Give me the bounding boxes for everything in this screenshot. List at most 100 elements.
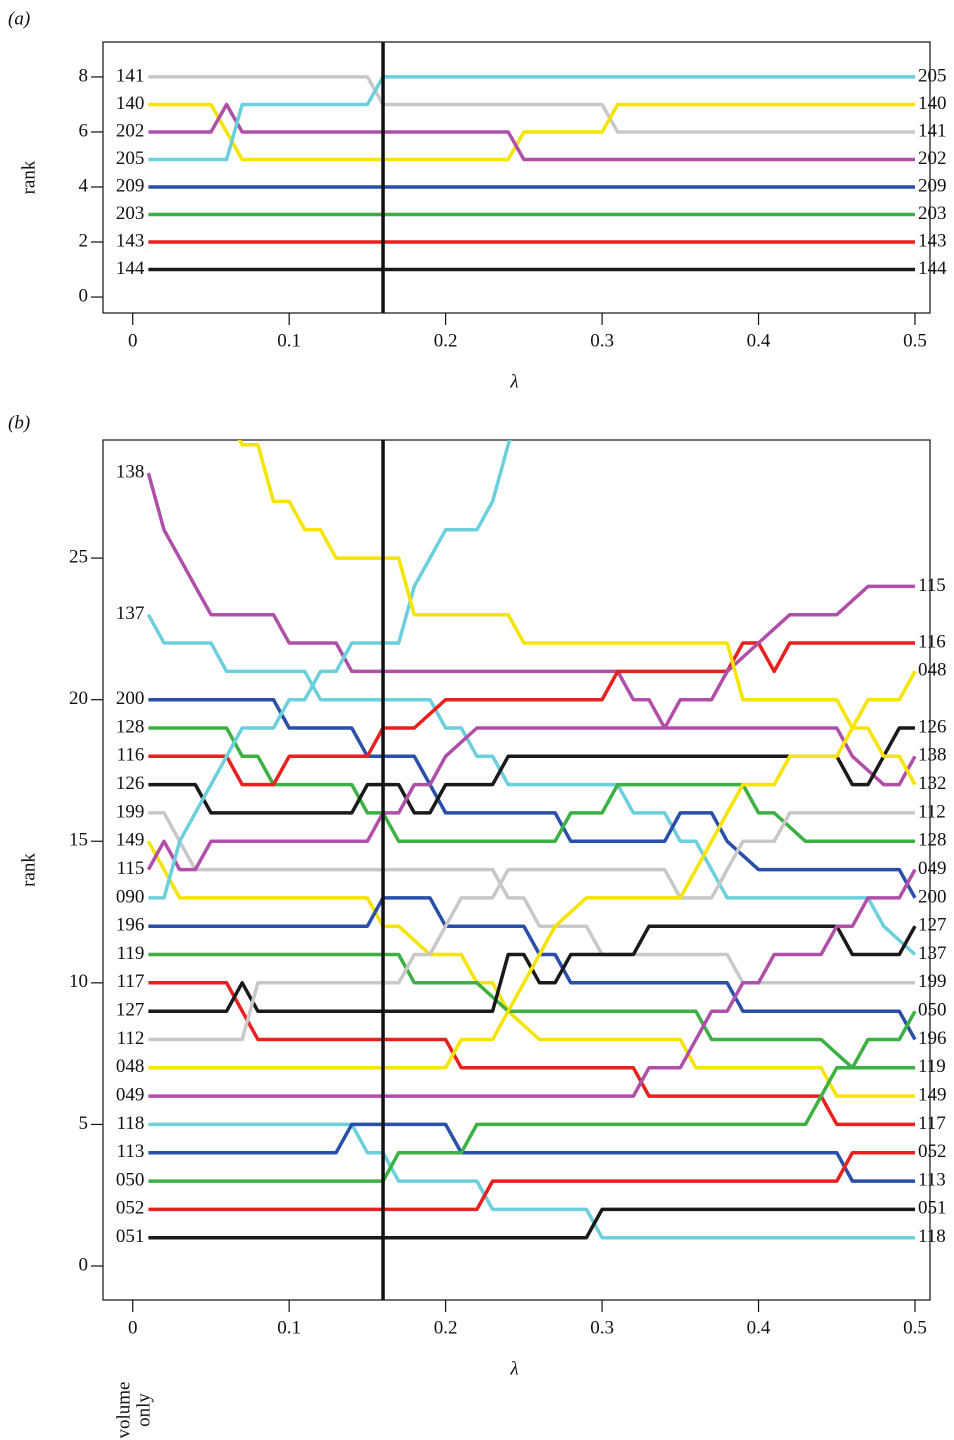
series-label-left: 143: [116, 230, 145, 251]
y-tick-label: 10: [69, 971, 88, 992]
series-label-right: 140: [918, 93, 947, 114]
y-tick-label: 0: [79, 285, 89, 306]
x-tick-label: 0.5: [903, 1317, 927, 1338]
x-axis-label: λ: [509, 1358, 518, 1379]
series-label-left: 050: [116, 1169, 145, 1190]
series-label-right: 052: [918, 1141, 947, 1162]
x-tick-label: 0: [128, 330, 138, 351]
series-label-left: 196: [116, 915, 145, 936]
x-tick-label: 0.1: [277, 1317, 301, 1338]
series-label-left: 115: [117, 858, 145, 879]
series-label-left: 113: [117, 1141, 145, 1162]
series-label-left: 119: [117, 943, 145, 964]
series-label-left: 049: [116, 1084, 145, 1105]
series-label-left: 205: [116, 148, 145, 169]
x-tick-label: 0.2: [434, 1317, 458, 1338]
series-label-left: 137: [116, 603, 145, 624]
series-label-right: 127: [918, 915, 947, 936]
x-tick-label: 0.5: [903, 330, 927, 351]
series-label-left: 118: [117, 1113, 145, 1134]
series-label-right: 048: [918, 660, 947, 681]
series-label-left: 116: [117, 745, 145, 766]
series-label-left: 126: [116, 773, 145, 794]
series-label-right: 203: [918, 203, 947, 224]
x-tick-label: 0.2: [434, 330, 458, 351]
series-label-left: 117: [117, 971, 145, 992]
series-label-right: 116: [918, 631, 946, 652]
series-line: [148, 1207, 915, 1240]
x-tick-label: 0.4: [747, 1317, 771, 1338]
series-label-right: 128: [918, 830, 947, 851]
series-label-right: 112: [918, 801, 946, 822]
y-tick-label: 6: [79, 120, 89, 141]
series-label-left: 141: [116, 65, 145, 86]
series-label-right: 144: [918, 258, 947, 279]
series-label-right: 143: [918, 230, 947, 251]
x-tick-label: 0.3: [590, 1317, 614, 1338]
series-label-right: 119: [918, 1056, 946, 1077]
x-axis-label: λ: [509, 371, 518, 392]
series-label-right: 200: [918, 886, 947, 907]
y-axis-label: rank: [18, 853, 39, 887]
series-label-right: 199: [918, 971, 947, 992]
series-line: [148, 641, 915, 787]
annotation: volume: [113, 1382, 134, 1439]
series-line: [148, 75, 915, 162]
panel-label: (a): [8, 8, 30, 29]
series-label-right: 126: [918, 716, 947, 737]
series-label-left: 051: [116, 1226, 145, 1247]
y-tick-label: 4: [79, 175, 89, 196]
series-line: [148, 1010, 917, 1183]
series-line: [148, 440, 512, 900]
series-label-left: 048: [116, 1056, 145, 1077]
series-line: [148, 981, 915, 1127]
series-label-left: 128: [116, 716, 145, 737]
series-line: [148, 726, 915, 844]
y-tick-label: 2: [79, 230, 89, 251]
series-label-right: 049: [918, 858, 947, 879]
series-label-right: 149: [918, 1084, 947, 1105]
series-label-left: 052: [116, 1198, 145, 1219]
series-label-left: 090: [116, 886, 145, 907]
plot-frame: [102, 439, 931, 1301]
series-line: [148, 868, 917, 1098]
series-line: [148, 811, 915, 1042]
series-label-left: 127: [116, 1000, 145, 1021]
series-label-left: 199: [116, 801, 145, 822]
series-label-right: 209: [918, 175, 947, 196]
series-line: [148, 102, 915, 162]
series-label-right: 202: [918, 148, 947, 169]
series-label-right: 051: [918, 1198, 947, 1219]
x-tick-label: 0.3: [590, 330, 614, 351]
series-line: [148, 726, 915, 815]
series-label-right: 117: [918, 1113, 946, 1134]
y-tick-label: 25: [69, 546, 88, 567]
series-line: [148, 670, 917, 1070]
series-label-right: 138: [918, 745, 947, 766]
series-label-left: 202: [116, 120, 145, 141]
series-label-right: 205: [918, 65, 947, 86]
panel-label: (b): [8, 412, 30, 433]
annotation: only: [133, 1393, 154, 1427]
plot-frame: [102, 41, 931, 314]
series-label-left: 149: [116, 830, 145, 851]
series-line: [148, 811, 915, 985]
series-label-left: 200: [116, 688, 145, 709]
series-line: [148, 1150, 915, 1212]
series-label-left: 203: [116, 203, 145, 224]
series-label-left: 209: [116, 175, 145, 196]
series-line: [146, 584, 915, 872]
series-label-right: 118: [918, 1226, 946, 1247]
y-tick-label: 8: [79, 65, 89, 86]
series-label-right: 050: [918, 1000, 947, 1021]
series-label-left: 138: [116, 461, 145, 482]
series-label-right: 141: [918, 120, 947, 141]
series-line: [148, 924, 917, 1013]
y-tick-label: 15: [69, 830, 88, 851]
series-label-right: 196: [918, 1028, 947, 1049]
y-tick-label: 0: [79, 1254, 89, 1275]
series-group: [148, 75, 915, 272]
x-tick-label: 0: [128, 1317, 138, 1338]
y-tick-label: 5: [79, 1113, 89, 1134]
